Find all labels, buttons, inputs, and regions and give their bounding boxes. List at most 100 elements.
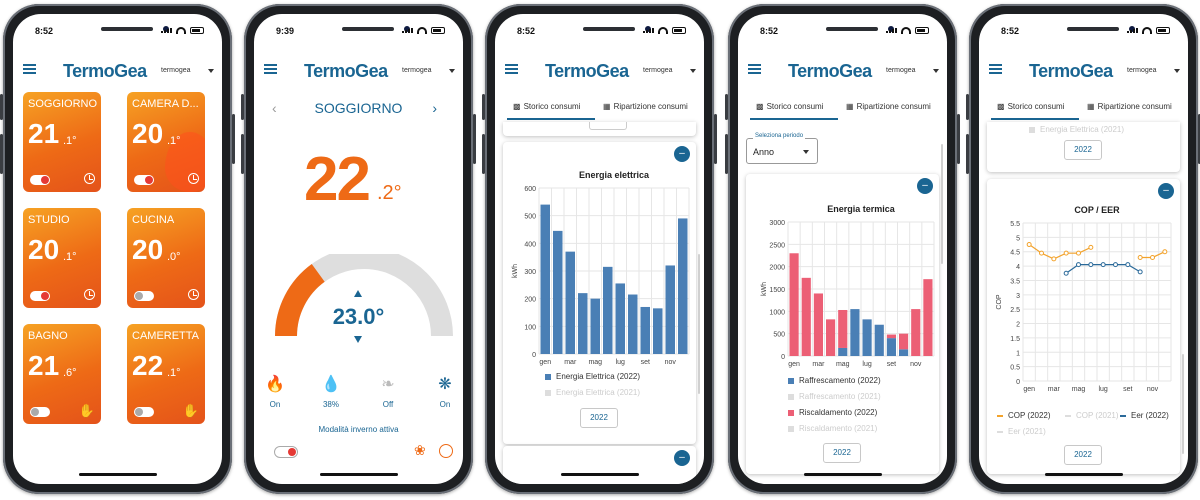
user-name[interactable]: termogea (402, 67, 432, 74)
legend-item[interactable]: Eer (2021) (997, 427, 1046, 436)
data-point[interactable] (1026, 242, 1032, 248)
user-name[interactable]: termogea (643, 67, 673, 74)
menu-icon[interactable] (23, 64, 36, 74)
room-card[interactable]: CUCINA 20.0° (127, 208, 205, 308)
bar-heating[interactable] (826, 319, 836, 356)
room-card[interactable]: SOGGIORNO 21.1° (23, 92, 101, 192)
data-point[interactable] (1088, 244, 1094, 250)
clock-icon[interactable] (84, 173, 95, 184)
collapse-button[interactable]: – (674, 146, 690, 162)
menu-icon[interactable] (748, 64, 761, 74)
legend-item[interactable]: Raffrescamento (2022) (788, 376, 881, 385)
collapse-button[interactable]: – (674, 450, 690, 466)
tab-history[interactable]: ▩ Storico consumi (997, 102, 1065, 111)
chevron-down-icon[interactable] (208, 69, 214, 73)
data-point[interactable] (1063, 270, 1069, 276)
bar-heating[interactable] (801, 277, 811, 356)
room-toggle[interactable] (30, 291, 50, 301)
legend-item[interactable]: Riscaldamento (2022) (788, 408, 877, 417)
hand-icon[interactable]: ✋ (78, 403, 95, 418)
data-point[interactable] (1076, 250, 1081, 256)
user-name[interactable]: termogea (1127, 67, 1157, 74)
bar-heating[interactable] (813, 293, 823, 356)
menu-icon[interactable] (505, 64, 518, 74)
chevron-down-icon[interactable] (449, 69, 455, 73)
year-button[interactable]: 2022 (1064, 140, 1102, 160)
clock-icon[interactable] (84, 289, 95, 300)
data-point[interactable] (1137, 269, 1143, 275)
clock-icon[interactable] (188, 289, 199, 300)
tab-breakdown[interactable]: ▦ Ripartizione consumi (846, 102, 931, 111)
collapse-button[interactable]: – (1158, 183, 1174, 199)
tab-breakdown[interactable]: ▦ Ripartizione consumi (603, 102, 688, 111)
legend-item[interactable]: Energia Elettrica (2021) (1029, 125, 1124, 134)
data-point[interactable] (1162, 249, 1168, 255)
bar[interactable] (678, 218, 688, 354)
data-point[interactable] (1063, 250, 1069, 256)
bar[interactable] (640, 306, 651, 354)
data-point[interactable] (1150, 254, 1155, 260)
legend-item[interactable]: Energia Elettrica (2022) (545, 372, 640, 381)
bar-heating[interactable] (899, 333, 909, 350)
bar-heating[interactable] (923, 279, 933, 356)
bar[interactable] (578, 293, 588, 354)
bar-cooling[interactable] (886, 338, 896, 356)
room-toggle[interactable] (134, 407, 154, 417)
control-leaf[interactable]: ❧ Off (373, 374, 403, 409)
bar[interactable] (628, 294, 638, 354)
control-flame[interactable]: 🔥 On (260, 374, 290, 409)
scrollbar[interactable] (1182, 354, 1184, 454)
bar-cooling[interactable] (899, 349, 909, 356)
bar-cooling[interactable] (862, 319, 872, 356)
clock-icon[interactable] (439, 444, 453, 458)
chevron-down-icon[interactable] (933, 69, 939, 73)
room-card[interactable]: BAGNO 21.6° ✋ (23, 324, 101, 424)
period-select[interactable]: Seleziona periodo Anno (746, 133, 818, 164)
bar[interactable] (590, 298, 601, 354)
room-card[interactable]: CAMERETTA 22.1° ✋ (127, 324, 205, 424)
user-name[interactable]: termogea (886, 67, 916, 74)
data-point[interactable] (1088, 262, 1094, 268)
legend-item[interactable]: COP (2022) (997, 411, 1051, 420)
room-toggle[interactable] (30, 407, 50, 417)
bar[interactable] (615, 283, 626, 354)
year-button[interactable]: 2022 (580, 408, 618, 428)
bar[interactable] (603, 266, 613, 354)
bar-cooling[interactable] (850, 309, 860, 356)
chevron-down-icon[interactable] (1174, 69, 1180, 73)
room-card[interactable]: STUDIO 20.1° (23, 208, 101, 308)
increase-arrow-icon[interactable] (354, 290, 362, 297)
setpoint-gauge[interactable] (274, 254, 454, 344)
bar-heating[interactable] (789, 253, 799, 356)
data-point[interactable] (1039, 250, 1044, 256)
menu-icon[interactable] (989, 64, 1002, 74)
data-point[interactable] (1100, 262, 1106, 268)
year-button[interactable]: 2022 (1064, 445, 1102, 465)
power-toggle[interactable] (274, 446, 298, 458)
bar-cooling[interactable] (874, 324, 884, 356)
collapse-button[interactable]: – (917, 178, 933, 194)
control-fan[interactable]: ❋ On (430, 374, 460, 409)
chevron-left-icon[interactable]: ‹ (272, 100, 277, 116)
control-droplet[interactable]: 💧 38% (316, 374, 346, 409)
scrollbar[interactable] (941, 144, 943, 264)
data-point[interactable] (1076, 262, 1081, 268)
legend-item[interactable]: Energia Elettrica (2021) (545, 388, 640, 397)
bar[interactable] (653, 308, 663, 354)
bar[interactable] (540, 204, 551, 354)
year-button[interactable]: 2022 (823, 443, 861, 463)
room-toggle[interactable] (134, 175, 154, 185)
room-card[interactable]: CAMERA D... 20.1° (127, 92, 205, 192)
data-point[interactable] (1125, 262, 1131, 268)
room-toggle[interactable] (30, 175, 50, 185)
bar[interactable] (553, 230, 563, 354)
tab-breakdown[interactable]: ▦ Ripartizione consumi (1087, 102, 1172, 111)
bar[interactable] (565, 251, 576, 354)
decrease-arrow-icon[interactable] (354, 336, 362, 343)
tab-history[interactable]: ▩ Storico consumi (756, 102, 824, 111)
hand-icon[interactable]: ✋ (182, 403, 199, 418)
user-name[interactable]: termogea (161, 67, 191, 74)
legend-item[interactable]: COP (2021) (1065, 411, 1119, 420)
data-point[interactable] (1051, 256, 1057, 262)
tab-history[interactable]: ▩ Storico consumi (513, 102, 581, 111)
